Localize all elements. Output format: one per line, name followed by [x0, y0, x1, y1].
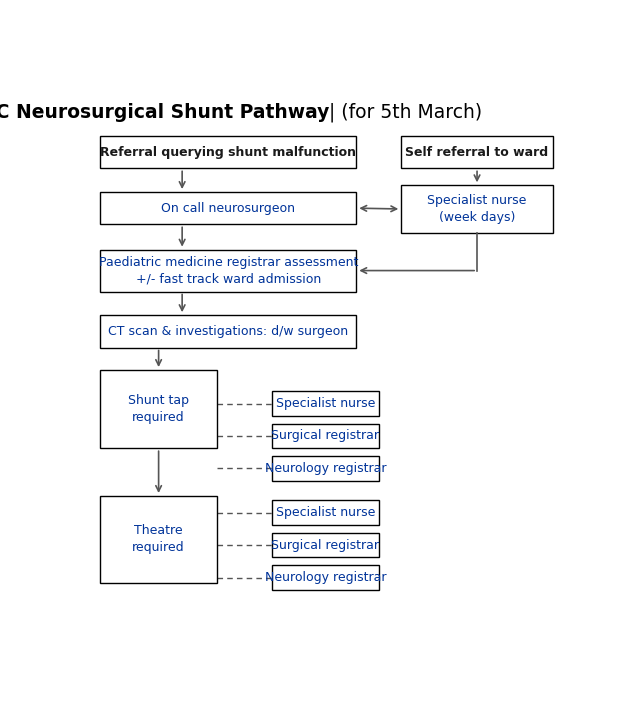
Bar	[100, 370, 217, 449]
Bar	[100, 136, 356, 169]
Text: Shunt tap
required: Shunt tap required	[128, 394, 189, 424]
Bar	[272, 424, 379, 449]
Bar	[100, 496, 217, 582]
Bar	[272, 533, 379, 558]
Bar	[100, 315, 356, 348]
Text: Self referral to ward: Self referral to ward	[406, 145, 549, 158]
Text: Specialist nurse: Specialist nurse	[275, 506, 375, 519]
Text: Specialist nurse
(week days): Specialist nurse (week days)	[428, 194, 526, 224]
Text: Neurology registrar: Neurology registrar	[265, 462, 386, 475]
Bar	[272, 500, 379, 525]
Bar	[401, 185, 553, 233]
Bar	[272, 391, 379, 416]
Text: Neurology registrar: Neurology registrar	[265, 571, 386, 584]
Bar	[272, 456, 379, 481]
Text: Referral querying shunt malfunction: Referral querying shunt malfunction	[100, 145, 356, 158]
Text: Theatre
required: Theatre required	[132, 524, 185, 554]
Text: | (for 5th March): | (for 5th March)	[329, 103, 482, 122]
Bar	[401, 136, 553, 169]
Text: RHSC Neurosurgical Shunt Pathway: RHSC Neurosurgical Shunt Pathway	[0, 103, 329, 122]
Text: CT scan & investigations: d/w surgeon: CT scan & investigations: d/w surgeon	[108, 325, 349, 338]
Text: Surgical registrar: Surgical registrar	[272, 539, 379, 552]
Bar	[272, 566, 379, 590]
Text: Surgical registrar: Surgical registrar	[272, 430, 379, 443]
Text: Specialist nurse: Specialist nurse	[275, 397, 375, 410]
Bar	[100, 192, 356, 225]
Text: Paediatric medicine registrar assessment
+/- fast track ward admission: Paediatric medicine registrar assessment…	[99, 256, 358, 286]
Text: On call neurosurgeon: On call neurosurgeon	[161, 201, 295, 214]
Bar	[100, 249, 356, 292]
